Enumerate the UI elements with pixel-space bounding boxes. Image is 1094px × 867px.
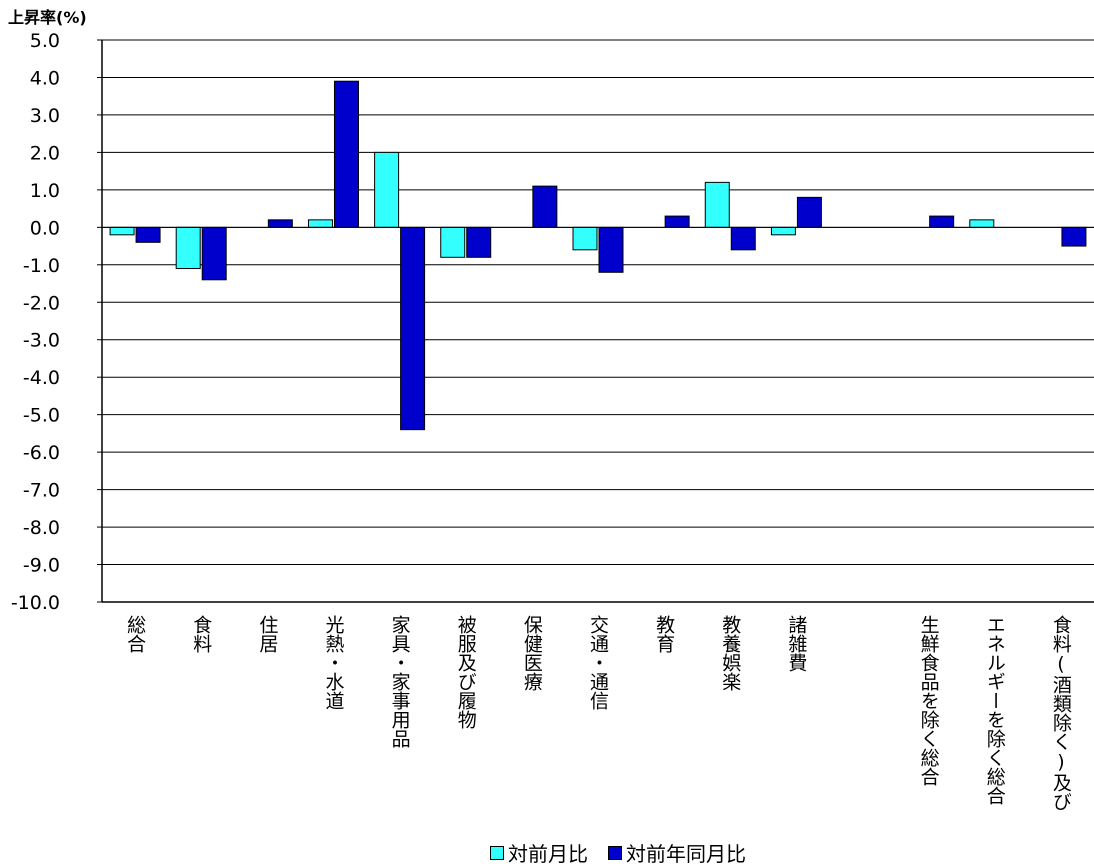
x-tick-label: 光熱・水道 [322, 615, 345, 710]
legend-item-mom: 対前月比 [490, 838, 588, 867]
y-tick-label: -5.0 [23, 405, 60, 427]
y-tick-label: 4.0 [30, 67, 60, 89]
bar-mom [770, 226, 796, 236]
bar-yoy [267, 219, 293, 228]
x-tick-label: 保健医療 [520, 615, 543, 691]
bar-mom [109, 226, 135, 236]
legend-swatch-yoy [608, 845, 622, 860]
bar-mom [307, 219, 333, 228]
y-tick-label: -9.0 [23, 555, 60, 577]
y-tick-label: -8.0 [23, 517, 60, 539]
bar-yoy [730, 226, 756, 251]
bar-yoy [201, 226, 227, 281]
y-tick-label: -1.0 [23, 255, 60, 277]
y-tick-label: -2.0 [23, 292, 60, 314]
bar-yoy [532, 185, 558, 228]
bar-mom [175, 226, 201, 270]
legend: 対前月比 対前年同月比 [490, 838, 746, 867]
y-tick-label: -4.0 [23, 367, 60, 389]
y-tick-label: 2.0 [30, 142, 60, 164]
y-tick-label: -6.0 [23, 442, 60, 464]
bar-mom [374, 151, 400, 228]
bar-mom [572, 226, 598, 251]
bar-yoy [400, 226, 426, 431]
x-tick-label: 総合 [124, 615, 147, 653]
bar-mom [704, 181, 730, 228]
bar-yoy [796, 196, 822, 228]
x-tick-label: 教育 [653, 615, 676, 653]
x-tick-label: 生鮮食品を除く総合 [917, 615, 940, 786]
bar-yoy [466, 226, 492, 258]
y-tick-label: -3.0 [23, 330, 60, 352]
bar-yoy [1061, 226, 1087, 247]
bar-mom [969, 219, 995, 228]
legend-item-yoy: 対前年同月比 [608, 838, 746, 867]
x-tick-label: 諸雑費 [785, 615, 808, 672]
y-tick-label: 5.0 [30, 30, 60, 52]
x-tick-label: 被服及び履物 [454, 615, 477, 729]
x-tick-label: 交通・通信 [587, 615, 609, 710]
y-tick-label: -7.0 [23, 480, 60, 502]
legend-label-mom: 対前月比 [508, 842, 588, 866]
bar-mom [440, 226, 466, 258]
bar-yoy [333, 80, 359, 228]
y-tick-label: 3.0 [30, 105, 60, 127]
y-tick-label: 1.0 [30, 180, 60, 202]
y-tick-label: 0.0 [30, 217, 60, 239]
legend-swatch-mom [490, 845, 504, 860]
x-tick-label: 教養娯楽 [719, 615, 742, 691]
y-axis-label: 上昇率(%) [8, 8, 87, 27]
x-tick-label: 家具・家事用品 [388, 615, 411, 748]
legend-label-yoy: 対前年同月比 [626, 842, 746, 866]
bar-yoy [929, 215, 955, 228]
bar-yoy [598, 226, 624, 273]
x-tick-label: エネルギーを除く総合 [983, 615, 1006, 805]
bar-yoy [135, 226, 161, 243]
y-tick-label: -10.0 [11, 592, 60, 614]
bar-yoy [664, 215, 690, 228]
x-tick-label: 住居 [256, 615, 279, 653]
x-tick-label: 食料(酒類除く)及び [1049, 615, 1072, 811]
x-tick-label: 食料 [190, 615, 213, 653]
